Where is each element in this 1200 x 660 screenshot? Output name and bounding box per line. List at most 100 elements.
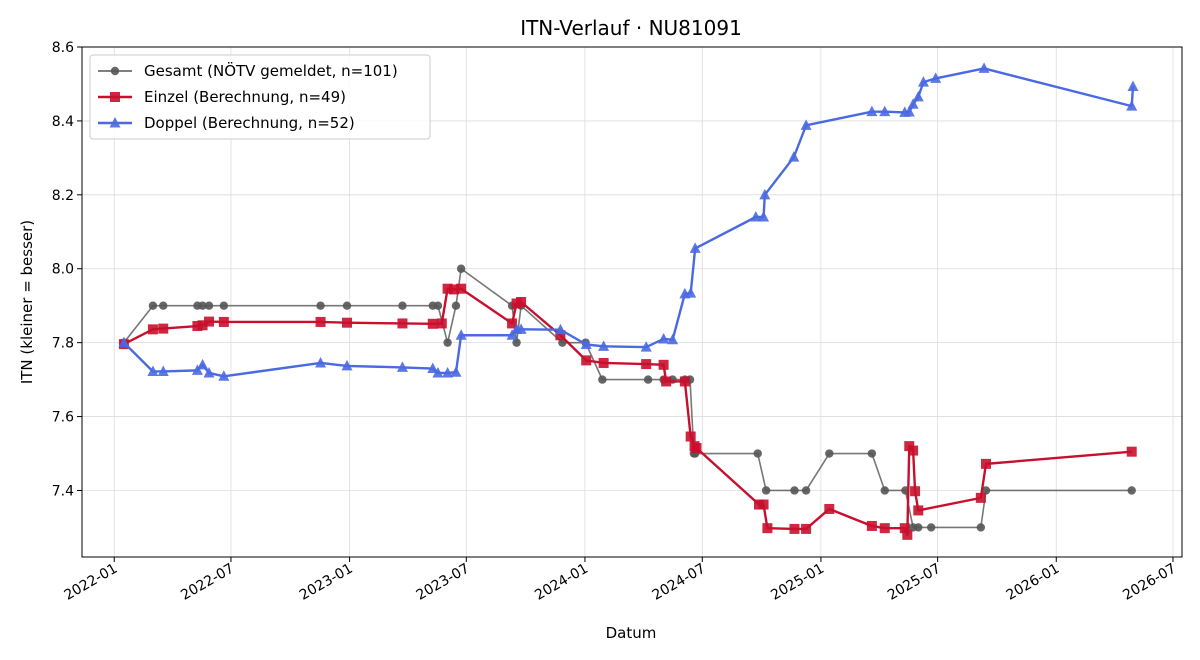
data-point — [908, 445, 919, 456]
data-point — [759, 188, 771, 200]
legend-entry: Doppel (Berechnung, n=52) — [98, 114, 355, 132]
data-point — [801, 523, 812, 534]
data-point — [750, 211, 762, 222]
data-point — [761, 486, 771, 495]
data-point — [315, 356, 327, 368]
data-point — [442, 366, 454, 378]
data-point — [598, 375, 607, 384]
data-point — [455, 329, 467, 340]
data-point — [192, 321, 203, 332]
legend-label: Einzel (Berechnung, n=49) — [144, 88, 346, 106]
data-point — [866, 520, 877, 531]
x-axis-label: Datum — [606, 624, 657, 642]
x-tick-label: 2025-01 — [768, 561, 827, 604]
data-point — [679, 376, 690, 387]
data-point — [685, 431, 696, 442]
plot-frame — [81, 46, 1183, 558]
legend: Gesamt (NÖTV gemeldet, n=101) Einzel (Ber… — [89, 54, 431, 140]
data-point — [456, 264, 466, 273]
data-point — [443, 338, 452, 347]
y-tick-label: 8.2 — [52, 188, 74, 204]
data-point — [790, 486, 799, 495]
data-point — [641, 359, 652, 370]
legend-swatch-marker — [109, 117, 121, 128]
data-point — [315, 316, 326, 327]
legend-label: Doppel (Berechnung, n=52) — [144, 114, 355, 132]
data-point — [397, 318, 408, 329]
data-point — [219, 301, 229, 310]
data-point — [218, 370, 230, 381]
data-point — [824, 503, 835, 514]
data-point — [433, 301, 443, 310]
y-axis-label: ITN (kleiner = besser) — [18, 220, 36, 384]
data-point — [903, 106, 915, 117]
data-point — [203, 366, 215, 378]
data-point — [917, 76, 929, 87]
data-point — [978, 62, 990, 73]
data-point — [975, 492, 986, 503]
data-point — [204, 301, 214, 310]
series-triangle — [118, 62, 1139, 381]
data-point — [442, 283, 453, 294]
data-point — [800, 119, 812, 130]
data-point — [118, 336, 130, 348]
x-tick-label: 2023-07 — [414, 561, 473, 604]
data-point — [899, 523, 910, 534]
x-tick-label: 2022-07 — [178, 561, 237, 604]
data-point — [450, 366, 462, 377]
data-point — [159, 301, 168, 310]
data-point — [515, 323, 527, 334]
data-point — [436, 318, 447, 329]
x-tick-label: 2024-07 — [650, 561, 709, 604]
data-point — [914, 523, 923, 532]
series-circle — [119, 264, 1136, 532]
data-point — [456, 283, 467, 294]
data-point — [197, 358, 209, 370]
y-tick-label: 8.0 — [52, 262, 74, 278]
data-point — [554, 323, 566, 335]
data-point — [980, 458, 991, 469]
y-tick-label: 8.4 — [52, 114, 74, 130]
data-point — [1127, 80, 1139, 92]
data-point — [197, 320, 208, 331]
data-point — [640, 341, 652, 352]
data-point — [198, 301, 207, 310]
chart-title: ITN-Verlauf · NU81091 — [520, 16, 742, 40]
y-tick-label: 7.6 — [52, 410, 74, 426]
data-point — [1126, 446, 1137, 457]
data-point — [449, 284, 460, 295]
x-tick-label: 2025-07 — [885, 561, 944, 604]
data-point — [691, 442, 702, 453]
data-point — [879, 105, 891, 117]
data-point — [930, 72, 942, 83]
data-point — [825, 449, 834, 458]
data-point — [758, 211, 770, 222]
data-point — [1126, 100, 1138, 111]
data-point — [512, 338, 521, 347]
data-point — [753, 449, 762, 458]
legend-box — [89, 54, 431, 140]
data-point — [910, 486, 921, 497]
data-point — [506, 329, 518, 340]
series-layer — [118, 62, 1139, 540]
x-tick-label: 2024-01 — [532, 561, 591, 604]
data-point — [867, 449, 877, 458]
data-point — [762, 523, 773, 534]
data-point — [341, 359, 353, 371]
data-point — [981, 486, 991, 495]
data-point — [147, 324, 158, 335]
data-point — [658, 332, 670, 344]
data-point — [157, 365, 169, 376]
series-line — [123, 267, 1132, 529]
x-tick-label: 2023-01 — [297, 561, 356, 604]
data-point — [912, 90, 924, 102]
data-point — [555, 330, 566, 341]
data-point — [204, 316, 215, 327]
data-point — [879, 523, 890, 534]
data-point — [1127, 486, 1136, 495]
data-point — [507, 318, 518, 329]
x-tick-label: 2022-01 — [62, 561, 121, 604]
data-point — [658, 359, 669, 370]
data-point — [667, 333, 679, 345]
